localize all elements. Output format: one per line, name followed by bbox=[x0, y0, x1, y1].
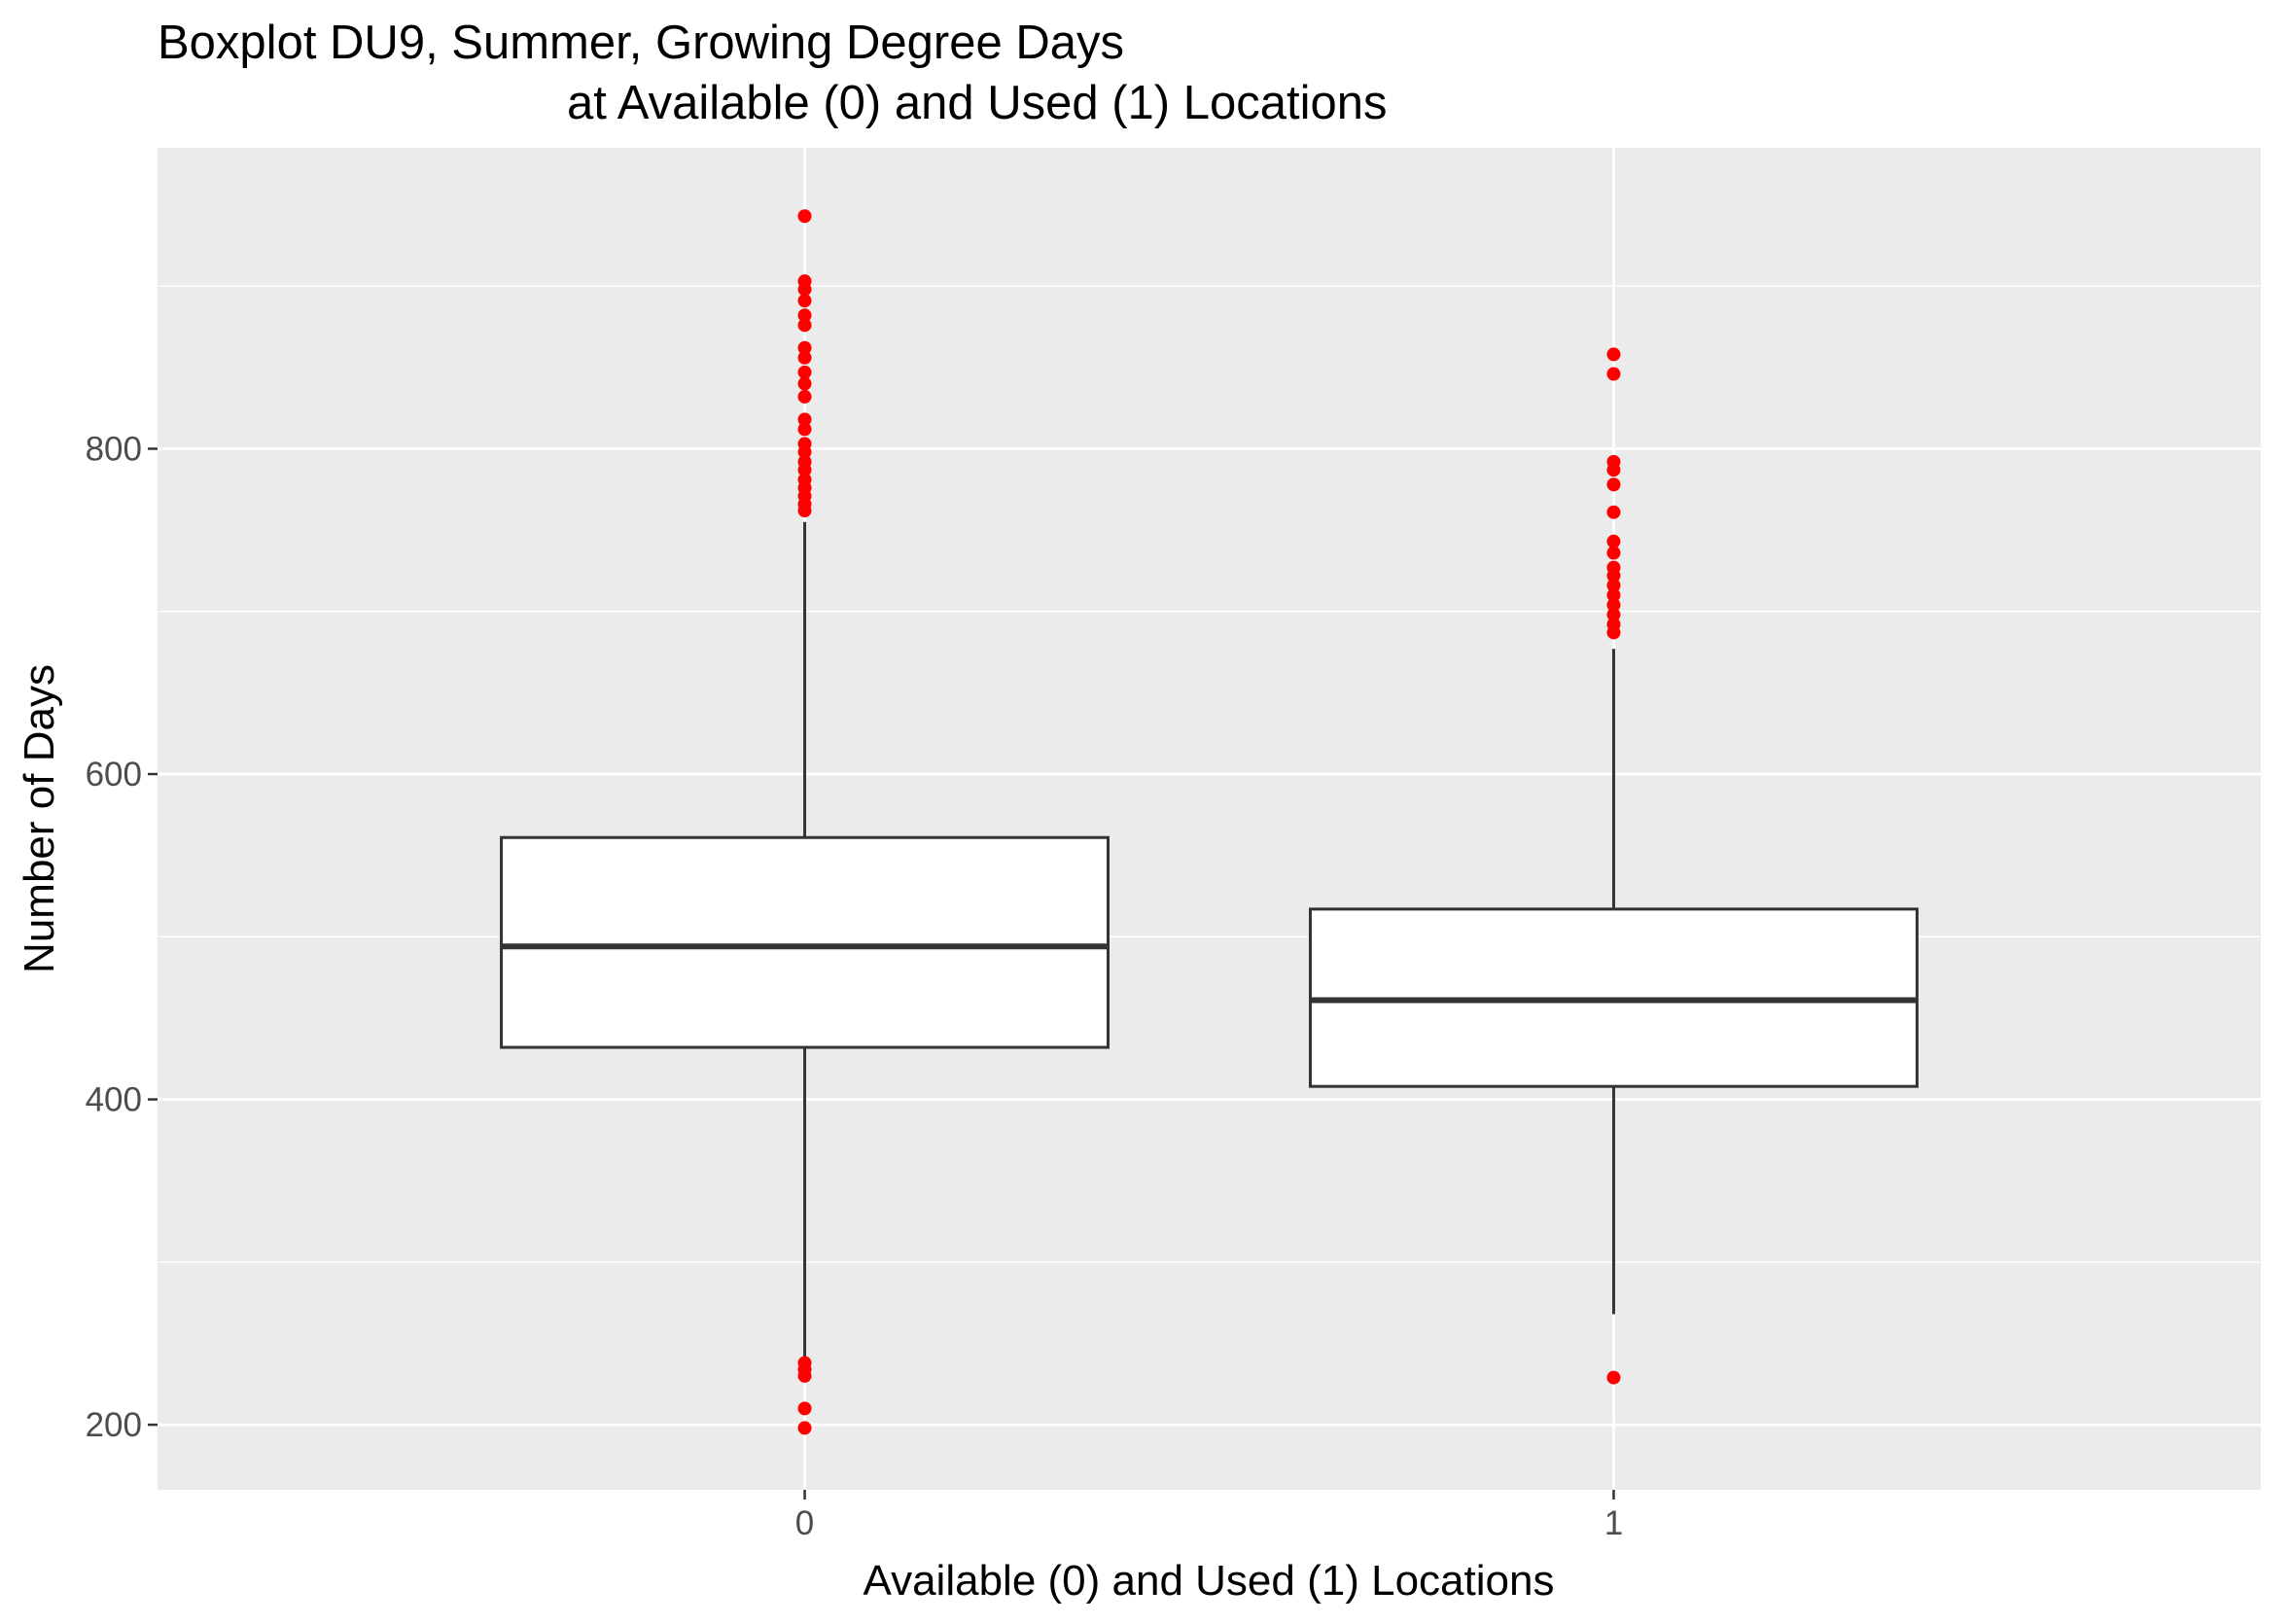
outlier-point bbox=[797, 463, 812, 477]
y-tick-label: 400 bbox=[86, 1081, 142, 1119]
outlier-point bbox=[797, 389, 812, 404]
outlier-point bbox=[797, 1368, 812, 1383]
outlier-point bbox=[1606, 477, 1621, 492]
outlier-point bbox=[797, 340, 812, 355]
outlier-point bbox=[1606, 598, 1621, 613]
outlier-point bbox=[797, 1421, 812, 1435]
outlier-point bbox=[1606, 608, 1621, 622]
outlier-point bbox=[797, 1401, 812, 1416]
outlier-point bbox=[1606, 1370, 1621, 1385]
x-axis-title: Available (0) and Used (1) Locations bbox=[864, 1557, 1555, 1605]
y-tick-label: 800 bbox=[86, 430, 142, 468]
outlier-point bbox=[797, 444, 812, 459]
outlier-point bbox=[1606, 568, 1621, 583]
outlier-point bbox=[1606, 588, 1621, 602]
y-tick-label: 600 bbox=[86, 756, 142, 794]
iqr-box bbox=[500, 835, 1110, 1049]
x-tick-label: 1 bbox=[1604, 1504, 1623, 1542]
outlier-point bbox=[797, 294, 812, 308]
outlier-point bbox=[797, 376, 812, 391]
outlier-point bbox=[1606, 367, 1621, 381]
y-tick-label: 200 bbox=[86, 1406, 142, 1444]
plot-panel bbox=[158, 148, 2261, 1490]
chart-title-line2: at Available (0) and Used (1) Locations bbox=[567, 77, 1387, 129]
outlier-point bbox=[1606, 347, 1621, 362]
outlier-point bbox=[1606, 546, 1621, 560]
box-group-1 bbox=[1308, 347, 1919, 1385]
outlier-point bbox=[1606, 463, 1621, 477]
outlier-point bbox=[1606, 534, 1621, 548]
outlier-point bbox=[797, 282, 812, 297]
outlier-point bbox=[797, 209, 812, 224]
boxes bbox=[500, 209, 1919, 1435]
outlier-point bbox=[797, 308, 812, 323]
chart-title-line1: Boxplot DU9, Summer, Growing Degree Days bbox=[158, 17, 1124, 69]
outlier-point bbox=[1606, 625, 1621, 640]
outlier-point bbox=[797, 422, 812, 437]
box-group-0 bbox=[500, 209, 1110, 1435]
x-tick-label: 0 bbox=[795, 1504, 814, 1542]
y-axis-ticks: 200 400 600 800 bbox=[86, 430, 158, 1444]
outlier-point bbox=[797, 350, 812, 365]
outlier-point bbox=[797, 318, 812, 333]
outlier-point bbox=[797, 365, 812, 379]
outlier-point bbox=[1606, 505, 1621, 519]
outlier-point bbox=[797, 504, 812, 518]
y-axis-title: Number of Days bbox=[16, 664, 63, 973]
outlier-point bbox=[797, 412, 812, 427]
outlier-point bbox=[1606, 578, 1621, 592]
